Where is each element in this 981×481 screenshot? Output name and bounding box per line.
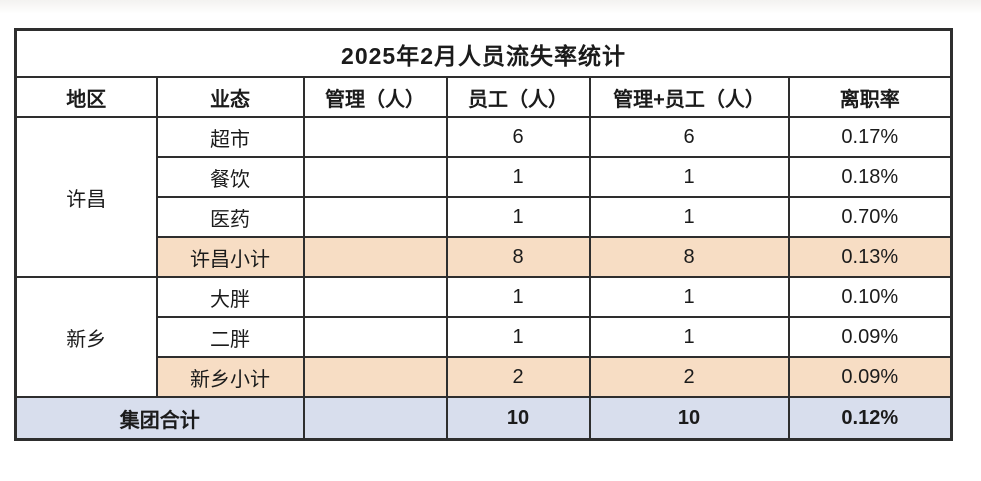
column-header-rate: 离职率 xyxy=(787,76,953,118)
cell-total: 2 xyxy=(588,356,790,398)
cell-staff: 1 xyxy=(445,196,591,238)
header-row: 地区 业态 管理（人） 员工（人） 管理+员工（人） 离职率 xyxy=(14,76,953,118)
cell-total: 1 xyxy=(588,316,790,358)
column-header-mgmt-staff: 管理+员工（人） xyxy=(588,76,790,118)
table-row: 许昌 超市 6 6 0.17% xyxy=(14,116,953,278)
cell-staff: 10 xyxy=(445,396,591,441)
column-header-staff: 员工（人） xyxy=(445,76,591,118)
table-title: 2025年2月人员流失率统计 xyxy=(14,28,953,78)
cell-staff: 8 xyxy=(445,236,591,278)
cell-management xyxy=(302,276,448,318)
subtotal-row: 新乡小计 2 2 0.09% xyxy=(16,356,953,398)
cell-staff: 1 xyxy=(445,156,591,198)
cell-rate: 0.09% xyxy=(787,356,953,398)
cell-business: 新乡小计 xyxy=(155,356,305,398)
cell-total: 1 xyxy=(588,156,790,198)
cell-region: 许昌 xyxy=(14,116,158,278)
cell-business: 二胖 xyxy=(155,316,305,358)
cell-total: 10 xyxy=(588,396,790,441)
table-row: 医药 1 1 0.70% xyxy=(16,196,953,238)
cell-business: 餐饮 xyxy=(155,156,305,198)
cell-grand-total-label: 集团合计 xyxy=(14,396,305,441)
cell-rate: 0.12% xyxy=(787,396,953,441)
cell-staff: 2 xyxy=(445,356,591,398)
cell-total: 6 xyxy=(588,116,790,158)
cell-total: 1 xyxy=(588,276,790,318)
cell-management xyxy=(302,116,448,158)
cell-rate: 0.70% xyxy=(787,196,953,238)
table-row: 二胖 1 1 0.09% xyxy=(16,316,953,358)
turnover-table: 2025年2月人员流失率统计 地区 业态 管理（人） 员工（人） 管理+员工（人… xyxy=(14,28,954,441)
cell-total: 1 xyxy=(588,196,790,238)
subtotal-row: 许昌小计 8 8 0.13% xyxy=(16,236,953,278)
cell-region: 新乡 xyxy=(14,276,158,398)
cell-management xyxy=(302,316,448,358)
cell-staff: 1 xyxy=(445,276,591,318)
cell-staff: 1 xyxy=(445,316,591,358)
grand-total-row: 集团合计 10 10 0.12% xyxy=(14,396,953,441)
column-header-region: 地区 xyxy=(14,76,158,118)
cell-rate: 0.10% xyxy=(787,276,953,318)
cell-management xyxy=(302,196,448,238)
column-header-management: 管理（人） xyxy=(302,76,448,118)
cell-management xyxy=(302,156,448,198)
cell-management xyxy=(302,236,448,278)
cell-business: 医药 xyxy=(155,196,305,238)
cell-business: 许昌小计 xyxy=(155,236,305,278)
table-row: 餐饮 1 1 0.18% xyxy=(16,156,953,198)
cell-staff: 6 xyxy=(445,116,591,158)
cell-rate: 0.18% xyxy=(787,156,953,198)
cell-business: 超市 xyxy=(155,116,305,158)
title-row: 2025年2月人员流失率统计 xyxy=(14,28,953,78)
cell-total: 8 xyxy=(588,236,790,278)
cell-rate: 0.13% xyxy=(787,236,953,278)
cell-rate: 0.17% xyxy=(787,116,953,158)
table-row: 新乡 大胖 1 1 0.10% xyxy=(14,276,953,398)
cell-management xyxy=(302,396,448,441)
turnover-table-container: 2025年2月人员流失率统计 地区 业态 管理（人） 员工（人） 管理+员工（人… xyxy=(14,28,954,441)
column-header-business: 业态 xyxy=(155,76,305,118)
cell-management xyxy=(302,356,448,398)
cell-rate: 0.09% xyxy=(787,316,953,358)
cell-business: 大胖 xyxy=(155,276,305,318)
